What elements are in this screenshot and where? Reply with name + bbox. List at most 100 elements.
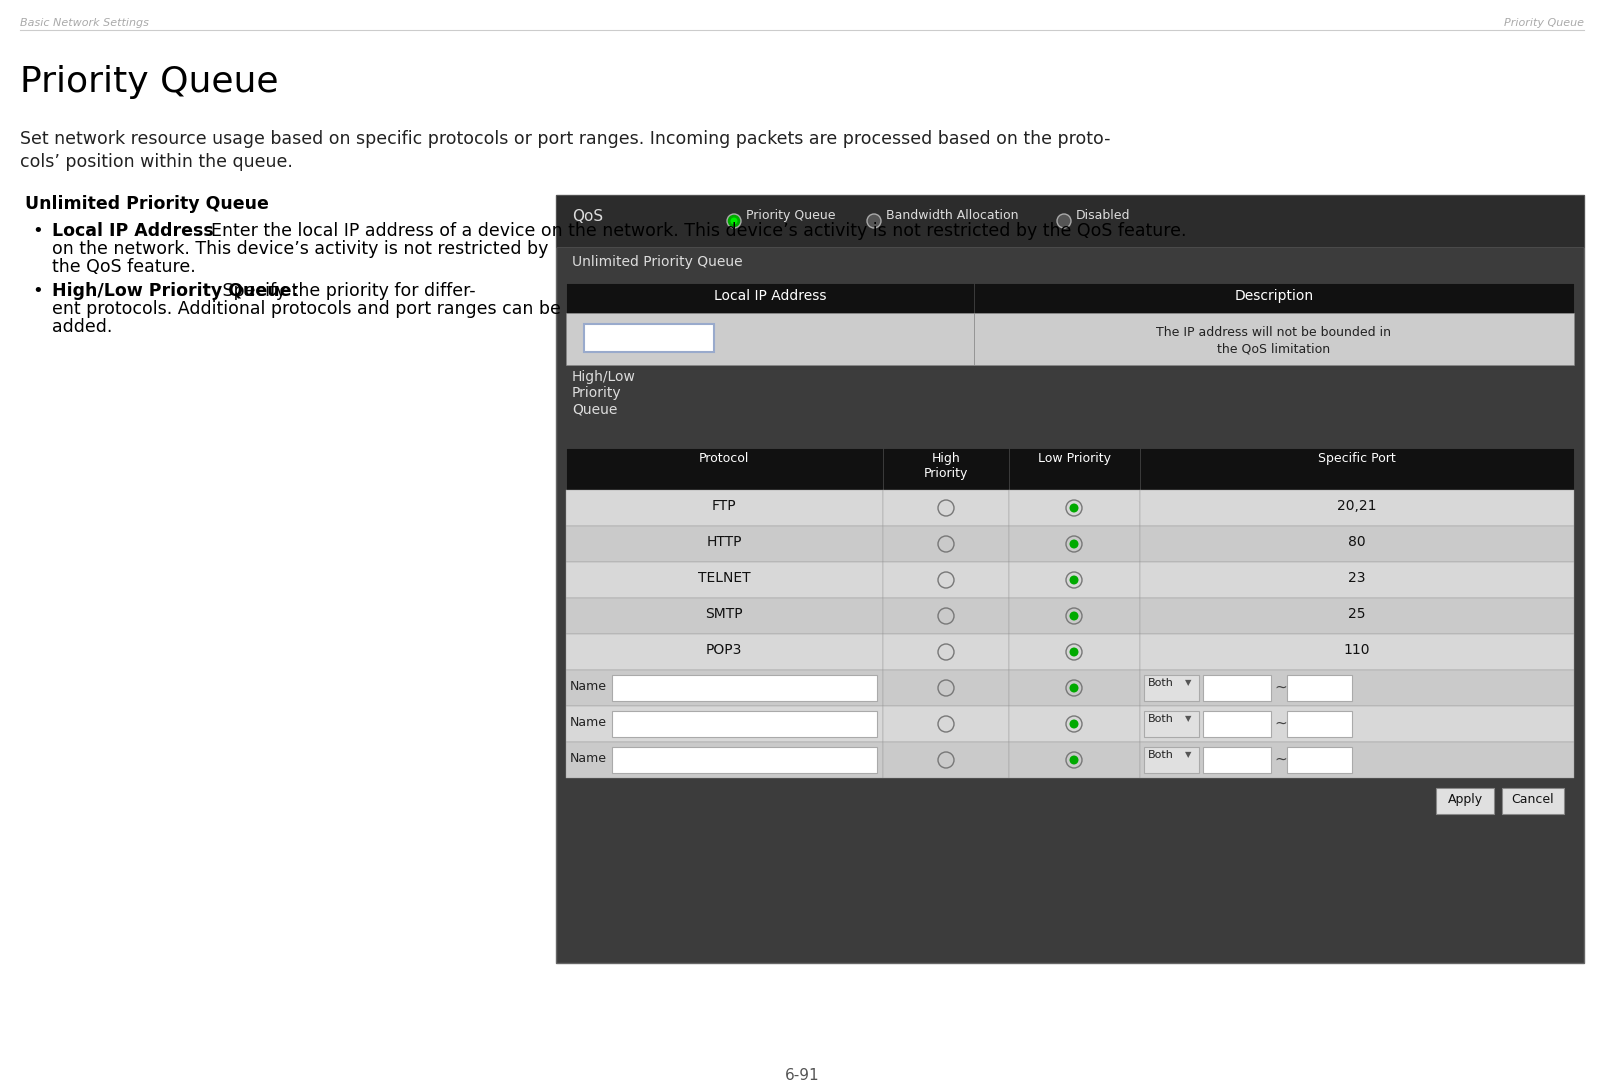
Text: TELNET: TELNET [698, 571, 751, 585]
Text: Local IP Address: Local IP Address [51, 221, 213, 240]
FancyBboxPatch shape [882, 634, 1009, 670]
FancyBboxPatch shape [566, 742, 882, 778]
FancyBboxPatch shape [1286, 675, 1352, 702]
Text: The IP address will not be bounded in: The IP address will not be bounded in [1156, 326, 1392, 339]
Text: FTP: FTP [712, 499, 736, 513]
Text: QoS: QoS [573, 209, 603, 224]
FancyBboxPatch shape [566, 448, 882, 490]
FancyBboxPatch shape [613, 747, 877, 774]
Text: Both: Both [1148, 678, 1174, 688]
Text: High/Low Priority Queue:: High/Low Priority Queue: [51, 281, 298, 300]
Circle shape [1070, 647, 1078, 657]
FancyBboxPatch shape [566, 598, 882, 634]
FancyBboxPatch shape [1009, 706, 1140, 742]
FancyBboxPatch shape [882, 670, 1009, 706]
Circle shape [1067, 500, 1083, 516]
Circle shape [1067, 572, 1083, 588]
FancyBboxPatch shape [584, 324, 714, 352]
FancyBboxPatch shape [1140, 598, 1574, 634]
Text: Set network resource usage based on specific protocols or port ranges. Incoming : Set network resource usage based on spec… [19, 130, 1110, 148]
Text: Unlimited Priority Queue: Unlimited Priority Queue [573, 255, 743, 269]
FancyBboxPatch shape [1501, 788, 1564, 814]
FancyBboxPatch shape [1009, 448, 1140, 490]
Text: 110: 110 [1344, 643, 1370, 657]
Text: 23: 23 [1349, 571, 1365, 585]
FancyBboxPatch shape [557, 195, 1585, 963]
Text: ▼: ▼ [1185, 714, 1192, 723]
FancyBboxPatch shape [1009, 670, 1140, 706]
Text: Specific Port: Specific Port [1318, 452, 1395, 465]
Text: HTTP: HTTP [706, 535, 741, 549]
FancyBboxPatch shape [1436, 788, 1493, 814]
FancyBboxPatch shape [1140, 490, 1574, 526]
FancyBboxPatch shape [1144, 747, 1200, 774]
Text: cols’ position within the queue.: cols’ position within the queue. [19, 153, 294, 171]
FancyBboxPatch shape [882, 598, 1009, 634]
Text: ▼: ▼ [1185, 678, 1192, 687]
Text: Name: Name [569, 680, 606, 693]
Circle shape [938, 536, 954, 552]
Circle shape [1070, 755, 1078, 765]
FancyBboxPatch shape [1140, 526, 1574, 562]
Circle shape [938, 500, 954, 516]
Text: the QoS feature.: the QoS feature. [51, 257, 196, 276]
Circle shape [1070, 575, 1078, 585]
FancyBboxPatch shape [1009, 742, 1140, 778]
FancyBboxPatch shape [1009, 562, 1140, 598]
Text: Low Priority: Low Priority [1038, 452, 1110, 465]
Text: Priority Queue: Priority Queue [746, 209, 836, 221]
FancyBboxPatch shape [566, 313, 974, 365]
FancyBboxPatch shape [1009, 634, 1140, 670]
Circle shape [1070, 540, 1078, 549]
Circle shape [1070, 504, 1078, 513]
FancyBboxPatch shape [1009, 490, 1140, 526]
Circle shape [1067, 752, 1083, 768]
FancyBboxPatch shape [1009, 598, 1140, 634]
FancyBboxPatch shape [613, 711, 877, 738]
FancyBboxPatch shape [1009, 526, 1140, 562]
Circle shape [1067, 644, 1083, 660]
Circle shape [938, 608, 954, 624]
Text: ▼: ▼ [1185, 750, 1192, 759]
FancyBboxPatch shape [1140, 742, 1574, 778]
Text: Protocol: Protocol [699, 452, 749, 465]
FancyBboxPatch shape [1140, 448, 1574, 490]
Circle shape [938, 752, 954, 768]
Circle shape [868, 214, 881, 228]
FancyBboxPatch shape [566, 634, 882, 670]
Text: Cancel: Cancel [1511, 793, 1554, 806]
FancyBboxPatch shape [566, 490, 882, 526]
FancyBboxPatch shape [1203, 711, 1270, 738]
Circle shape [938, 644, 954, 660]
FancyBboxPatch shape [566, 526, 882, 562]
FancyBboxPatch shape [882, 448, 1009, 490]
Text: ~: ~ [1274, 752, 1286, 767]
Text: Basic Network Settings: Basic Network Settings [19, 17, 149, 28]
Circle shape [1067, 536, 1083, 552]
FancyBboxPatch shape [974, 313, 1574, 365]
Text: Local IP Address: Local IP Address [714, 289, 826, 303]
FancyBboxPatch shape [1140, 634, 1574, 670]
FancyBboxPatch shape [1144, 711, 1200, 738]
Circle shape [938, 572, 954, 588]
FancyBboxPatch shape [974, 283, 1574, 313]
Text: added.: added. [51, 317, 112, 336]
Circle shape [1057, 214, 1071, 228]
Text: Description: Description [1235, 289, 1314, 303]
Circle shape [1070, 683, 1078, 693]
FancyBboxPatch shape [882, 706, 1009, 742]
Circle shape [730, 217, 738, 225]
Text: Name: Name [569, 752, 606, 765]
FancyBboxPatch shape [613, 675, 877, 702]
Text: Priority Queue: Priority Queue [19, 65, 279, 99]
Circle shape [1067, 680, 1083, 696]
Text: Both: Both [1148, 714, 1174, 724]
Text: the QoS limitation: the QoS limitation [1217, 341, 1331, 355]
Text: •: • [32, 221, 43, 240]
Text: Specify the priority for differ-: Specify the priority for differ- [217, 281, 476, 300]
FancyBboxPatch shape [882, 526, 1009, 562]
Circle shape [1070, 611, 1078, 621]
FancyBboxPatch shape [1140, 706, 1574, 742]
Text: on the network. This device’s activity is not restricted by: on the network. This device’s activity i… [51, 240, 549, 257]
Text: Both: Both [1148, 750, 1174, 760]
